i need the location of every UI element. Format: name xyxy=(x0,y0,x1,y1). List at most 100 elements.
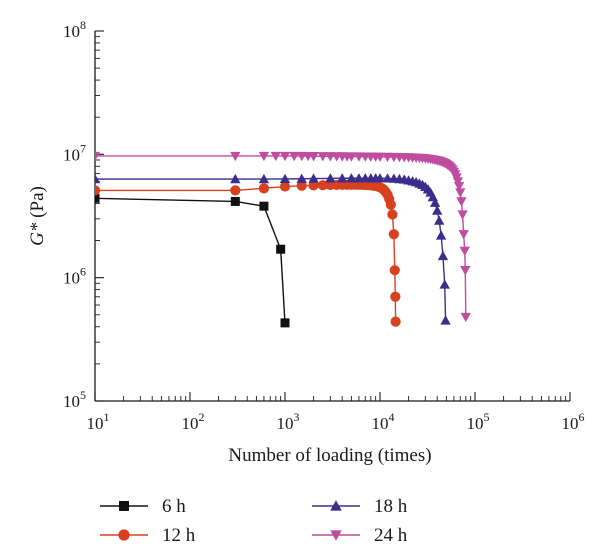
series-line xyxy=(95,197,286,323)
data-point xyxy=(429,197,441,207)
y-axis-title-unit: (Pa) xyxy=(27,186,48,222)
data-point xyxy=(296,180,307,191)
series-line xyxy=(95,184,397,322)
tick-label-exponent: 6 xyxy=(80,265,86,279)
x-tick-label: 106 xyxy=(562,410,585,433)
data-point xyxy=(435,230,447,240)
data-point xyxy=(280,318,290,328)
data-point xyxy=(439,279,450,289)
tick-label-exponent: 7 xyxy=(80,141,86,155)
data-point xyxy=(455,188,466,198)
data-point xyxy=(388,229,399,240)
series-layer xyxy=(95,151,471,328)
x-tick-label: 103 xyxy=(277,410,300,433)
data-point xyxy=(308,180,319,191)
data-point xyxy=(279,181,291,192)
data-point xyxy=(337,173,348,183)
series-3 xyxy=(95,173,451,325)
data-point xyxy=(346,152,357,162)
tick-label-exponent: 5 xyxy=(484,410,490,424)
x-tick-label: 101 xyxy=(87,410,110,433)
data-point xyxy=(270,151,281,162)
data-point xyxy=(258,151,270,162)
data-point xyxy=(385,199,396,210)
data-point xyxy=(389,265,400,276)
legend-marker xyxy=(330,530,342,541)
legend-label: 24 h xyxy=(374,525,408,546)
data-point xyxy=(259,201,269,211)
data-point xyxy=(308,152,319,162)
data-point xyxy=(95,173,101,184)
y-axis-title-symbol: G* xyxy=(27,222,48,246)
tick-label-exponent: 5 xyxy=(80,388,86,402)
data-point xyxy=(230,185,241,196)
data-point xyxy=(276,244,286,254)
legend: 6 h 12 h 18 h 24 h xyxy=(100,496,408,546)
series-1 xyxy=(95,193,290,328)
x-axis-title: Number of loading (times) xyxy=(228,445,431,466)
tick-label-base: 10 xyxy=(63,392,80,411)
data-point xyxy=(390,291,401,302)
y-tick-label: 105 xyxy=(63,388,86,411)
data-point xyxy=(452,177,464,187)
data-point xyxy=(437,250,449,261)
data-point xyxy=(382,173,393,183)
data-point xyxy=(95,193,100,203)
data-point xyxy=(296,173,307,183)
legend-marker xyxy=(119,501,129,511)
data-point xyxy=(453,182,465,192)
legend-item: 12 h xyxy=(100,525,196,546)
tick-label-base: 10 xyxy=(182,414,199,433)
data-point xyxy=(258,173,270,184)
data-point xyxy=(95,185,101,196)
data-point xyxy=(432,205,443,215)
tick-label-base: 10 xyxy=(372,414,389,433)
data-point xyxy=(458,230,469,240)
data-point xyxy=(317,152,328,162)
legend-label: 12 h xyxy=(162,525,196,546)
data-point xyxy=(230,173,241,184)
data-point xyxy=(279,151,291,162)
data-point xyxy=(459,246,470,257)
tick-label-exponent: 8 xyxy=(80,18,86,32)
data-point xyxy=(457,210,468,220)
minor-ticks xyxy=(95,36,567,401)
tick-label-base: 10 xyxy=(277,414,294,433)
tick-label-base: 10 xyxy=(63,145,80,164)
data-point xyxy=(317,180,328,191)
x-tick-label: 105 xyxy=(467,410,490,433)
data-point xyxy=(325,173,336,183)
y-tick-label: 106 xyxy=(63,265,86,288)
data-point xyxy=(460,312,471,323)
tick-label-base: 10 xyxy=(87,414,104,433)
data-point xyxy=(460,266,471,276)
data-point xyxy=(390,316,401,327)
series-2 xyxy=(95,179,401,327)
data-point xyxy=(440,315,451,325)
x-tick-label: 102 xyxy=(182,410,205,433)
tick-label-base: 10 xyxy=(562,414,579,433)
tick-label-base: 10 xyxy=(63,22,80,41)
data-point xyxy=(289,151,300,162)
x-tick-label: 104 xyxy=(372,410,395,433)
y-tick-label: 107 xyxy=(63,141,86,164)
data-point xyxy=(456,197,467,207)
x-tick-labels: 101 102 103 104 105 106 xyxy=(87,410,585,433)
data-point xyxy=(374,152,386,162)
data-point xyxy=(279,173,291,184)
legend-label: 18 h xyxy=(374,496,408,517)
tick-label-exponent: 2 xyxy=(199,410,205,424)
data-point xyxy=(434,215,445,225)
tick-label-base: 10 xyxy=(467,414,484,433)
data-point xyxy=(387,209,398,220)
tick-label-exponent: 3 xyxy=(294,410,300,424)
legend-item: 6 h xyxy=(100,496,186,517)
data-point xyxy=(230,196,240,206)
tick-label-base: 10 xyxy=(63,269,80,288)
series-4 xyxy=(95,151,471,323)
data-point xyxy=(374,173,386,183)
major-ticks xyxy=(94,30,571,402)
y-tick-label: 108 xyxy=(63,18,86,41)
